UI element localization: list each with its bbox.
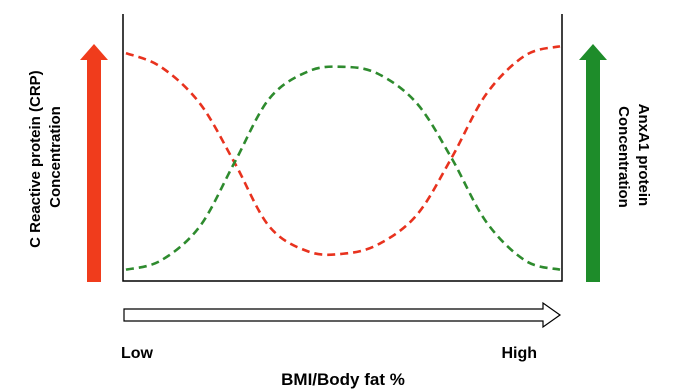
right-axis-label-line2: Concentration [615,106,632,208]
x-axis-label: BMI/Body fat % [281,370,405,389]
anxa1-up-arrow-icon [579,44,607,282]
series-line-1 [125,45,561,257]
x-tick-label-low: Low [121,345,154,362]
x-tick-label-high: High [501,345,537,362]
plot-frame [122,14,563,282]
left-axis-label: C Reactive protein (CRP) Concentration [27,66,64,248]
right-axis-label-line1: AnxA1 protein [635,104,652,207]
x-direction-arrow-icon [123,301,562,329]
series-line-2 [125,65,561,271]
right-axis-label: AnxA1 protein Concentration [615,104,652,211]
series-layer [125,45,561,271]
left-axis-label-line1: C Reactive protein (CRP) [27,70,44,248]
left-axis-label-line2: Concentration [47,106,64,208]
crp-up-arrow-icon [80,44,108,282]
